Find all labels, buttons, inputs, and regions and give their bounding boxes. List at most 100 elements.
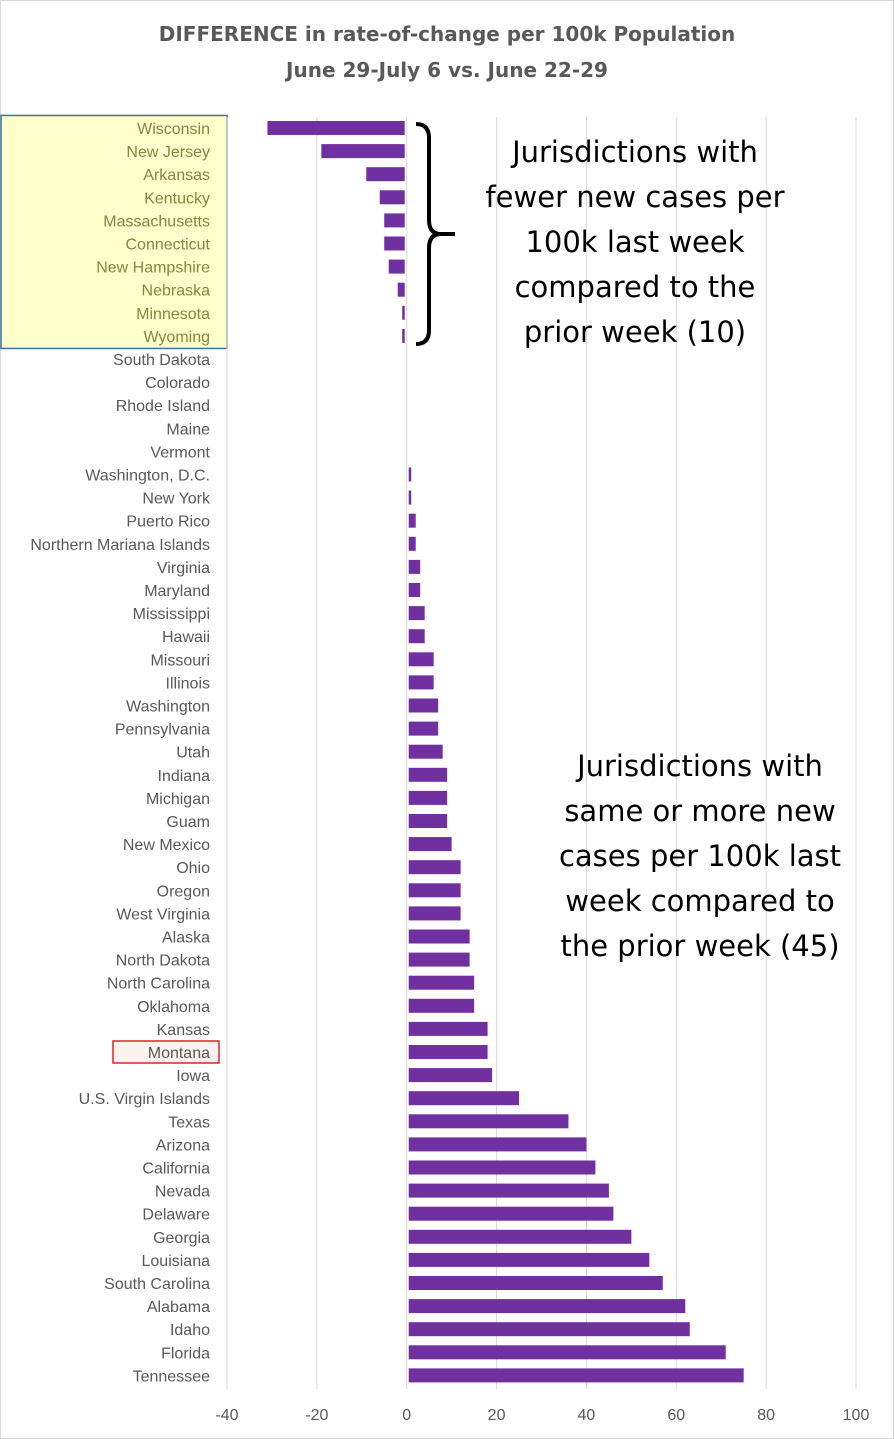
x-tick-label: -20 (305, 1407, 328, 1424)
bar (408, 1183, 609, 1198)
category-label: Missouri (150, 652, 210, 669)
bar (397, 282, 405, 297)
category-label: Maine (166, 421, 210, 438)
bar (408, 906, 461, 921)
chart-subtitle: June 29-July 6 vs. June 22-29 (286, 58, 608, 82)
bar (388, 259, 405, 274)
annotation-fewer-cases: Jurisdictions with fewer new cases per 1… (485, 135, 785, 349)
category-label: Alaska (162, 930, 210, 947)
x-tick-label: -40 (215, 1407, 238, 1424)
category-label: Northern Mariana Islands (30, 537, 210, 554)
bar (384, 213, 405, 228)
bar (408, 652, 434, 667)
bar (408, 1322, 690, 1337)
bar (408, 629, 425, 644)
x-tick-label: 0 (402, 1407, 411, 1424)
category-label: Massachusetts (103, 213, 210, 230)
category-label: Michigan (146, 791, 210, 808)
bar (408, 1299, 686, 1314)
category-label: Tennessee (133, 1368, 210, 1385)
x-tick-label: 100 (843, 1407, 870, 1424)
category-label: California (142, 1161, 210, 1178)
bar (408, 1114, 569, 1129)
bar (408, 1137, 587, 1152)
x-tick-label: 80 (757, 1407, 775, 1424)
curly-brace-icon (415, 122, 455, 346)
category-label: Texas (168, 1114, 210, 1131)
category-label: North Dakota (116, 953, 210, 970)
category-label: West Virginia (116, 906, 210, 923)
category-label: Connecticut (126, 237, 211, 254)
bar (408, 1091, 520, 1106)
bar (408, 975, 475, 990)
bar (408, 559, 421, 574)
bar (408, 814, 448, 828)
highlight-box-fewer (0, 114, 228, 350)
category-label: Kentucky (144, 190, 210, 207)
category-label: Idaho (170, 1322, 210, 1339)
bar (408, 721, 439, 736)
bar (408, 536, 416, 551)
category-label: Utah (176, 745, 210, 762)
category-label: Colorado (145, 375, 210, 392)
category-label: South Carolina (104, 1276, 210, 1293)
bar (408, 467, 412, 482)
bar (408, 1252, 650, 1267)
category-label: New Hampshire (96, 260, 210, 277)
category-label: Nebraska (142, 283, 211, 300)
bar (379, 190, 405, 205)
bar (408, 860, 461, 875)
bar (267, 121, 405, 135)
x-tick-label: 60 (667, 1407, 685, 1424)
bar (408, 1276, 663, 1290)
bar (408, 790, 448, 805)
bar (408, 1206, 614, 1221)
x-tick-label: 20 (488, 1407, 506, 1424)
category-label: Georgia (153, 1230, 210, 1247)
bar (408, 1229, 632, 1244)
bar (408, 606, 425, 621)
bar (408, 744, 443, 759)
bar (402, 328, 405, 343)
category-label: Iowa (176, 1068, 210, 1085)
category-label: South Dakota (113, 352, 210, 369)
category-label: Virginia (157, 560, 210, 577)
category-label: Delaware (142, 1207, 210, 1224)
category-label: New York (142, 491, 211, 508)
category-label: New Mexico (123, 837, 210, 854)
category-label: Oklahoma (137, 999, 210, 1016)
bar (408, 1068, 493, 1083)
category-label: U.S. Virgin Islands (79, 1091, 210, 1108)
category-label: Pennsylvania (115, 722, 210, 739)
category-label: Montana (148, 1045, 210, 1062)
category-label: Maryland (144, 583, 210, 600)
bar (366, 167, 405, 182)
bar (408, 1160, 596, 1175)
category-label: Guam (166, 814, 210, 831)
category-label: Mississippi (133, 606, 210, 623)
bar (408, 490, 412, 505)
category-label: Ohio (176, 860, 210, 877)
bar (408, 513, 416, 528)
bar (408, 675, 434, 690)
category-label: Arizona (156, 1137, 210, 1154)
category-label: Florida (161, 1345, 210, 1362)
bar (408, 837, 452, 852)
bar (402, 305, 405, 320)
bar (408, 1345, 726, 1360)
bar (408, 767, 448, 782)
x-tick-label: 40 (578, 1407, 596, 1424)
bar (408, 583, 421, 597)
bar (408, 998, 475, 1013)
bar (408, 883, 461, 898)
category-label: Hawaii (162, 629, 210, 646)
highlight-box-montana (112, 1040, 220, 1064)
category-label: Oregon (157, 883, 210, 900)
bar (408, 929, 470, 944)
bar (408, 1021, 488, 1036)
category-label: Alabama (147, 1299, 210, 1316)
category-label: Puerto Rico (126, 514, 210, 531)
annotation-more-cases: Jurisdictions with same or more new case… (558, 749, 842, 963)
bar (408, 698, 439, 713)
